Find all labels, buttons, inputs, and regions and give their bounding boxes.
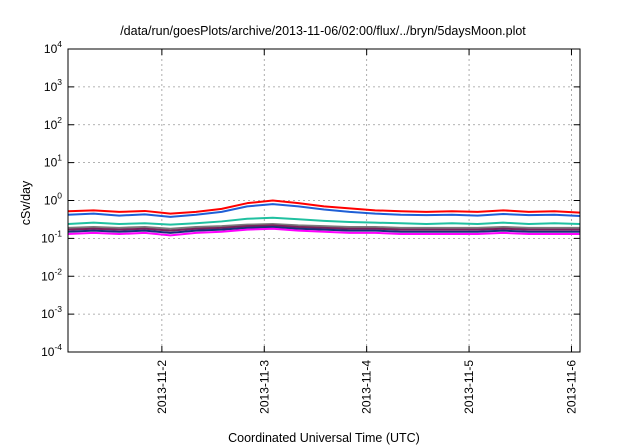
x-tick-label: 2013-11-6 xyxy=(564,360,578,414)
series-line-1 xyxy=(67,199,581,215)
series-layer xyxy=(67,199,581,237)
y-tick-label: 10-4 xyxy=(41,342,62,359)
chart-title: /data/run/goesPlots/archive/2013-11-06/0… xyxy=(120,24,526,38)
y-tick-label: 10-2 xyxy=(41,266,62,283)
x-tick-label: 2013-11-5 xyxy=(462,360,476,414)
series-line-2 xyxy=(67,203,581,218)
x-axis-label: Coordinated Universal Time (UTC) xyxy=(228,431,420,445)
y-axis-label: cSv/day xyxy=(19,180,33,225)
grid xyxy=(68,49,580,352)
y-tick-label: 101 xyxy=(44,153,62,170)
x-tick-label: 2013-11-2 xyxy=(155,360,169,414)
series-line-7 xyxy=(67,227,580,237)
tick-labels: 104 103 102 101 100 10-1 10-2 10-3 10-4 2013-11-2… xyxy=(41,39,578,414)
x-tick-label: 2013-11-4 xyxy=(360,360,374,414)
y-tick-label: 10-1 xyxy=(41,228,62,245)
y-tick-label: 10-3 xyxy=(41,304,62,321)
series-line-4 xyxy=(67,222,580,230)
series-line-6 xyxy=(67,225,580,234)
y-tick-label: 102 xyxy=(44,115,62,132)
ticks xyxy=(68,48,580,353)
y-tick-label: 104 xyxy=(44,39,62,56)
series-line-5 xyxy=(67,224,580,232)
series-line-3 xyxy=(67,216,581,226)
y-tick-label: 100 xyxy=(44,191,62,208)
x-tick-label: 2013-11-3 xyxy=(257,360,271,414)
y-tick-label: 103 xyxy=(44,77,62,94)
